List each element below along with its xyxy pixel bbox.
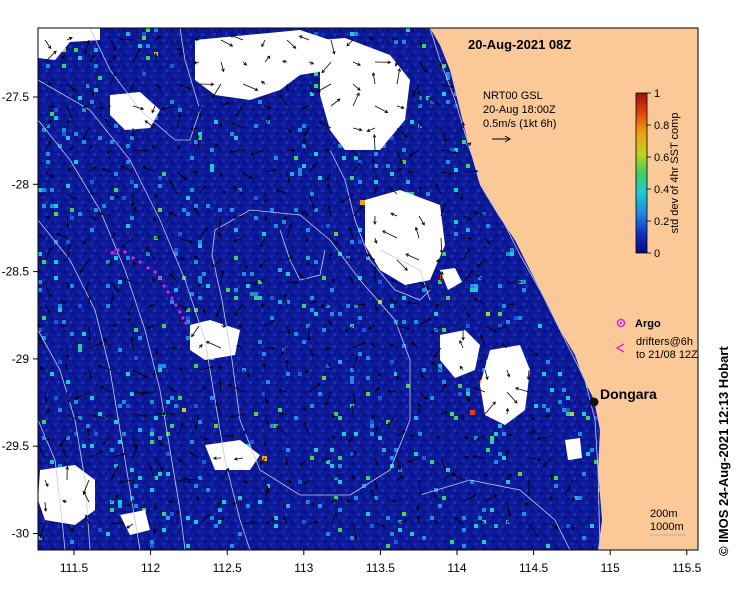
- drifter-arrow-icon: [615, 343, 625, 353]
- argo-icon: [616, 318, 626, 328]
- colorbar-ticks: 1 0.8 0.6 0.4 0.2 0: [647, 88, 669, 260]
- contour-key-200m: 200m: [650, 508, 678, 520]
- x-tick-label: 112: [141, 561, 160, 575]
- dongara-label: Dongara: [600, 386, 657, 402]
- colorbar: [635, 92, 648, 254]
- y-tick-label: -28.5: [2, 265, 30, 279]
- current-legend-line3: 0.5m/s (1kt 6h): [483, 118, 556, 130]
- x-tick-label: 112.5: [213, 561, 242, 575]
- x-tick-label: 113.5: [366, 561, 395, 575]
- colorbar-tick-label: 0: [654, 248, 660, 260]
- x-tick-label: 114: [447, 561, 466, 575]
- x-axis: 111.5 112 112.5 113 113.5 114 114.5 115 115.5: [60, 550, 702, 575]
- x-tick-label: 115.5: [672, 561, 701, 575]
- y-tick-label: -30: [12, 527, 30, 541]
- argo-legend-label: Argo: [635, 318, 661, 330]
- drifters-legend-line2: to 21/08 12Z: [636, 349, 698, 361]
- colorbar-tick-label: 1: [654, 88, 660, 100]
- colorbar-label: std dev of 4hr SST comp: [669, 113, 681, 234]
- dongara-marker: [589, 397, 599, 407]
- y-tick-label: -27.5: [2, 90, 30, 104]
- x-tick-label: 114.5: [519, 561, 548, 575]
- y-tick-label: -29: [12, 352, 30, 366]
- current-legend-line2: 20-Aug 18:00Z: [483, 104, 556, 116]
- current-legend-line1: NRT00 GSL: [483, 90, 543, 102]
- drifters-legend-line1: drifters@6h: [636, 336, 693, 348]
- land-area: [430, 28, 698, 550]
- colorbar-tick-label: 0.8: [654, 120, 669, 132]
- imos-credit: © IMOS 24-Aug-2021 12:13 Hobart: [716, 346, 731, 556]
- plot-frame: [37, 27, 699, 551]
- y-tick-label: -28: [12, 177, 30, 191]
- x-tick-label: 111.5: [60, 561, 89, 575]
- y-tick-label: -29.5: [2, 439, 30, 453]
- contour-key-1000m: 1000m: [650, 521, 684, 533]
- drifter-track: [110, 248, 188, 325]
- scale-arrow-icon: [492, 135, 511, 143]
- x-tick-label: 113: [294, 561, 313, 575]
- colorbar-tick-label: 0.4: [654, 184, 669, 196]
- current-vectors: [38, 34, 576, 540]
- colorbar-tick-label: 0.6: [654, 152, 669, 164]
- y-axis: -27.5 -28 -28.5 -29 -29.5 -30: [2, 90, 38, 541]
- x-tick-label: 115: [601, 561, 620, 575]
- colorbar-tick-label: 0.2: [654, 216, 669, 228]
- cloud-masks: [38, 28, 582, 535]
- map-title: 20-Aug-2021 08Z: [468, 37, 571, 52]
